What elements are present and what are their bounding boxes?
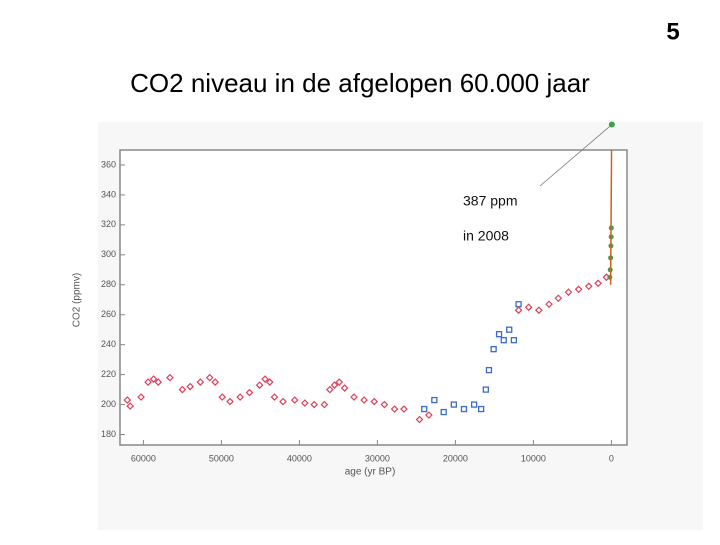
data-point xyxy=(510,337,518,344)
data-point xyxy=(166,373,174,382)
y-tick-label: 240 xyxy=(101,339,116,349)
data-point xyxy=(279,397,287,406)
y-tick-label: 340 xyxy=(101,189,116,199)
x-axis-label: age (yr BP) xyxy=(345,467,396,478)
y-tick-label: 260 xyxy=(101,309,116,319)
y-tick-label: 320 xyxy=(101,219,116,229)
data-point xyxy=(350,393,358,401)
data-point xyxy=(126,402,134,410)
data-point xyxy=(320,400,329,409)
highlight-point xyxy=(608,121,615,128)
slide-number: 5 xyxy=(666,18,679,45)
data-point xyxy=(335,378,344,386)
data-point xyxy=(485,366,493,374)
data-point xyxy=(340,384,349,392)
data-point xyxy=(482,386,489,393)
data-point xyxy=(330,381,339,389)
data-point xyxy=(477,405,485,413)
annotation-text: 387 ppm xyxy=(463,193,517,209)
data-point xyxy=(584,282,593,291)
x-tick-label: 10000 xyxy=(521,453,546,463)
data-point xyxy=(564,288,573,297)
data-point xyxy=(360,396,368,404)
data-point xyxy=(226,397,234,406)
y-tick-label: 280 xyxy=(101,279,116,289)
data-point xyxy=(123,396,132,404)
data-point xyxy=(415,415,424,424)
data-point xyxy=(310,400,319,409)
x-tick-label: 60000 xyxy=(131,453,156,463)
data-point xyxy=(370,397,379,406)
y-tick-label: 360 xyxy=(101,159,116,169)
y-axis-label: CO2 (ppmv) xyxy=(72,273,83,327)
data-point xyxy=(245,388,254,397)
data-point xyxy=(607,274,613,280)
data-point xyxy=(149,375,158,383)
y-tick-label: 300 xyxy=(101,249,116,259)
data-point xyxy=(290,396,299,404)
data-point xyxy=(490,346,497,353)
data-point xyxy=(178,385,187,394)
data-point xyxy=(265,378,274,386)
data-point xyxy=(506,326,513,333)
data-point xyxy=(186,382,195,391)
x-tick-label: 30000 xyxy=(365,453,390,463)
x-tick-label: 20000 xyxy=(443,453,468,463)
data-point xyxy=(390,405,399,413)
data-point xyxy=(524,303,533,312)
data-point xyxy=(380,400,389,409)
data-point xyxy=(500,337,507,344)
x-tick-label: 40000 xyxy=(287,453,312,463)
data-point xyxy=(211,378,220,386)
data-point xyxy=(196,378,205,386)
y-tick-label: 180 xyxy=(101,429,116,439)
plot-frame xyxy=(119,149,628,446)
data-point xyxy=(154,378,163,386)
data-point xyxy=(144,378,152,386)
data-point xyxy=(270,393,279,401)
data-point xyxy=(460,405,468,413)
data-point xyxy=(574,285,583,294)
data-point xyxy=(325,385,334,394)
slide-title: CO2 niveau in de afgelopen 60.000 jaar xyxy=(130,68,590,98)
x-tick-label: 0 xyxy=(609,453,614,463)
data-point xyxy=(400,405,408,413)
data-point xyxy=(554,294,563,303)
data-point xyxy=(594,279,602,288)
data-point xyxy=(495,331,503,338)
y-tick-label: 220 xyxy=(101,369,116,379)
data-point xyxy=(514,306,523,315)
data-point xyxy=(261,375,269,383)
annotation-pointer xyxy=(539,124,613,187)
data-point xyxy=(218,393,227,401)
data-point xyxy=(255,381,264,389)
data-point xyxy=(137,393,145,401)
y-tick-label: 200 xyxy=(101,399,116,409)
data-point xyxy=(421,405,428,413)
data-point xyxy=(470,401,478,408)
data-point xyxy=(425,411,433,419)
annotation-box xyxy=(455,186,550,246)
data-point xyxy=(301,399,309,407)
x-tick-label: 50000 xyxy=(209,453,234,463)
data-point xyxy=(205,373,214,382)
data-point xyxy=(535,306,543,315)
data-point xyxy=(545,300,553,309)
data-point xyxy=(431,396,438,404)
data-point xyxy=(440,408,447,416)
data-line xyxy=(609,149,613,285)
data-point xyxy=(450,401,457,408)
annotation-text: in 2008 xyxy=(463,228,509,244)
data-point xyxy=(236,393,244,401)
